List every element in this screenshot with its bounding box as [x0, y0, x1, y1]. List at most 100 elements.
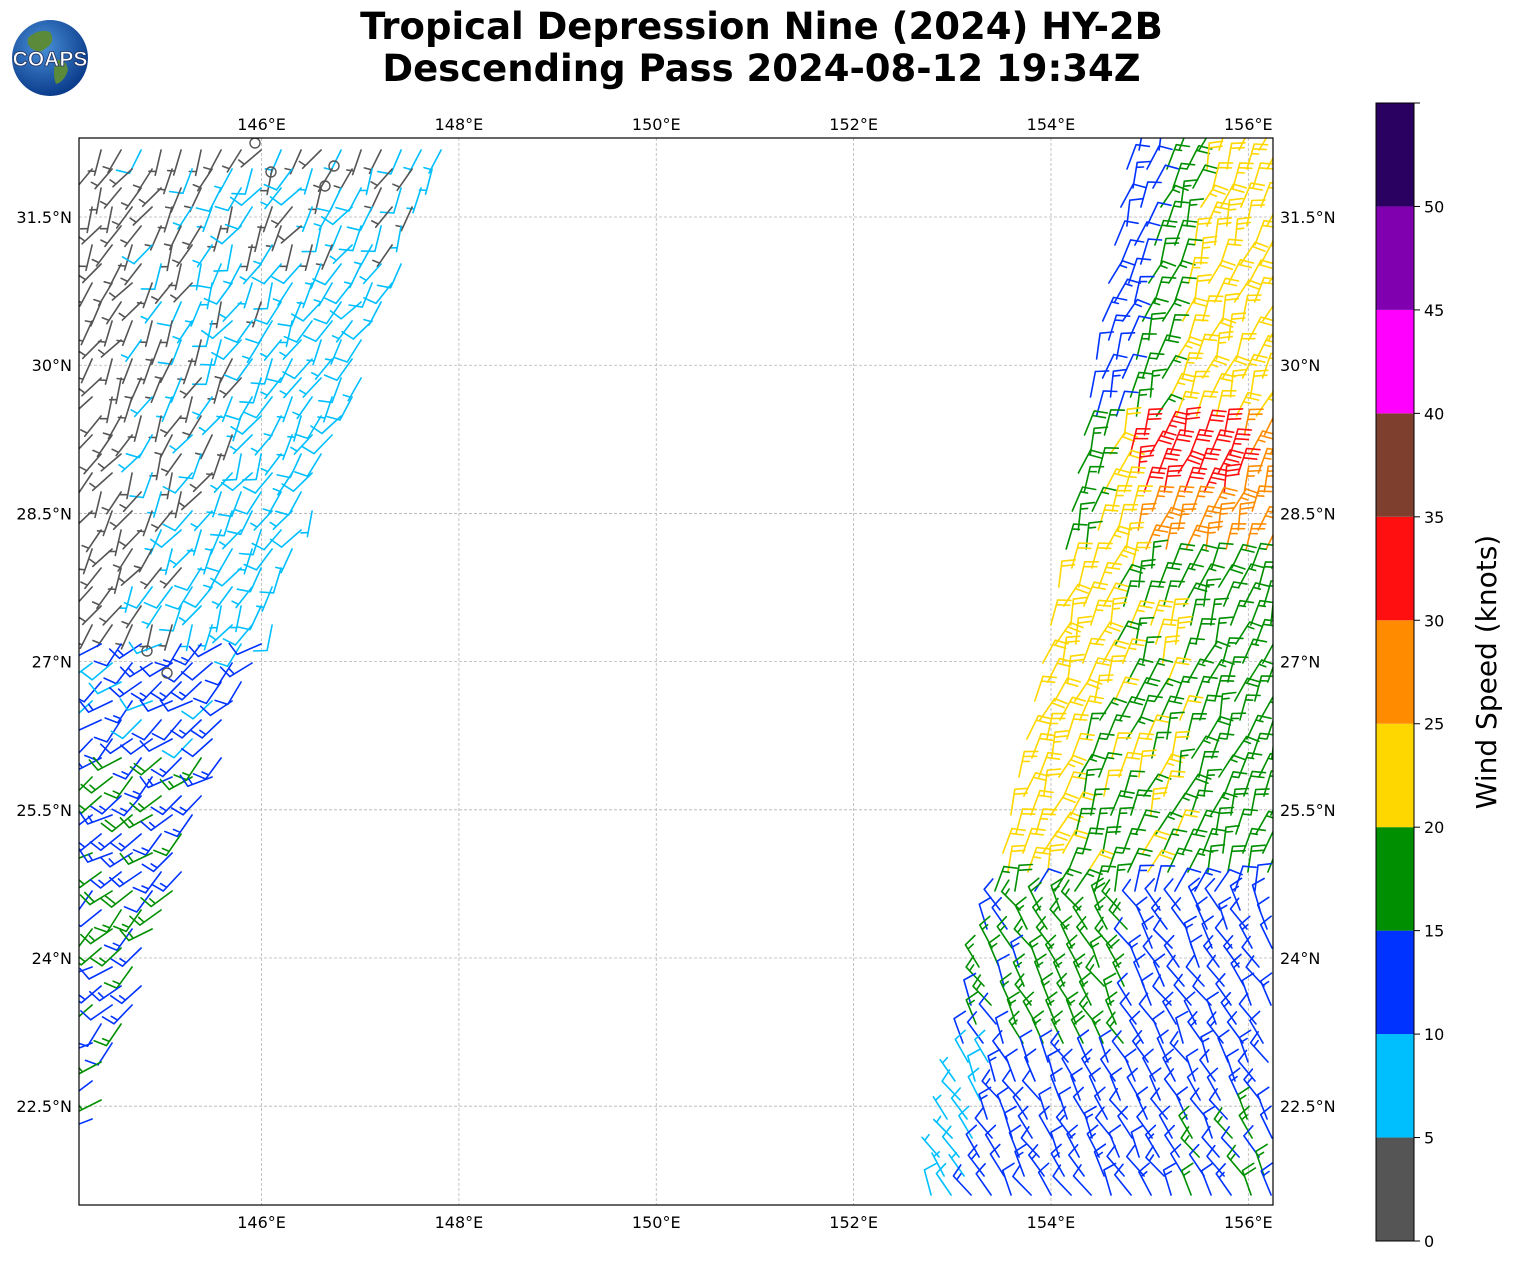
wind-barb	[1160, 237, 1181, 265]
wind-barb	[297, 168, 313, 195]
wind-barb	[1263, 770, 1273, 797]
wind-barb	[1235, 332, 1257, 360]
wind-barb	[1180, 1162, 1194, 1196]
wind-barb	[967, 1048, 981, 1082]
wind-barb	[79, 244, 93, 272]
wind-barb	[193, 681, 222, 705]
wind-barb	[1174, 867, 1202, 892]
wind-barb	[1098, 752, 1123, 778]
lon-tick-label-bottom: 146°E	[237, 1213, 286, 1232]
wind-barb	[1129, 1010, 1144, 1044]
wind-barb	[213, 244, 233, 272]
wind-barb	[954, 1029, 969, 1063]
wind-barb	[333, 168, 353, 193]
wind-barb	[1163, 934, 1180, 968]
wind-barb	[1167, 657, 1192, 683]
wind-barb	[79, 377, 102, 397]
wind-barb	[190, 510, 213, 532]
wind-barb	[1232, 162, 1254, 189]
wind-barb	[269, 510, 293, 530]
wind-barb	[203, 149, 222, 174]
wind-barb	[99, 396, 113, 424]
wind-barb	[182, 586, 213, 608]
wind-barb	[1275, 679, 1302, 701]
wind-barb	[923, 1162, 937, 1196]
wind-barb	[132, 871, 162, 894]
wind-barb	[311, 358, 333, 380]
wind-barb	[377, 149, 402, 175]
wind-barb	[1082, 637, 1106, 664]
wind-barb	[209, 624, 233, 644]
wind-barb	[1154, 865, 1176, 892]
wind-barb	[1194, 217, 1213, 246]
wind-barb	[140, 890, 173, 908]
wind-barb	[353, 244, 373, 269]
wind-barb	[1189, 428, 1214, 455]
wind-barb	[101, 301, 122, 325]
wind-barb	[1188, 256, 1210, 284]
wind-barb	[1146, 145, 1173, 170]
wind-barb	[1095, 331, 1115, 360]
wind-barb	[1177, 503, 1198, 531]
wind-barb	[1238, 915, 1253, 949]
wind-barb	[99, 187, 122, 209]
wind-barb	[1103, 972, 1117, 1006]
wind-barb	[79, 282, 93, 307]
wind-barb	[118, 301, 142, 321]
wind-barb	[218, 529, 242, 550]
wind-barb	[1166, 143, 1191, 170]
wind-barb	[1149, 430, 1177, 455]
wind-barb	[210, 472, 233, 493]
wind-barb	[164, 814, 193, 838]
wind-barb	[173, 567, 202, 591]
wind-barb	[1070, 596, 1088, 626]
wind-barb	[1148, 260, 1177, 284]
wind-barb	[79, 909, 102, 928]
wind-barb	[1242, 827, 1267, 854]
lon-tick-label-bottom: 150°E	[632, 1213, 681, 1232]
wind-barb	[1087, 849, 1116, 873]
wind-barb	[376, 263, 402, 289]
gridlines	[79, 138, 1273, 1205]
wind-barb	[1158, 753, 1186, 778]
wind-barb	[141, 852, 173, 873]
wind-barb	[329, 244, 353, 264]
wind-barb	[93, 1023, 122, 1047]
wind-barb	[79, 985, 102, 1004]
wind-barb	[939, 1056, 956, 1082]
lon-tick-label-bottom: 152°E	[829, 1213, 878, 1232]
wind-barb	[1201, 355, 1230, 379]
wind-barb	[1200, 1029, 1214, 1063]
wind-barb	[119, 472, 133, 500]
wind-barb	[1031, 732, 1056, 759]
wind-barb	[1237, 447, 1261, 474]
wind-barb	[151, 510, 173, 532]
wind-barb	[1206, 991, 1219, 1025]
wind-barb	[301, 225, 322, 253]
wind-barb	[1203, 409, 1227, 436]
wind-barb	[1150, 786, 1168, 816]
wind-barb	[259, 168, 273, 196]
wind-barb	[172, 643, 202, 666]
wind-barb	[1155, 811, 1184, 835]
wind-barb	[1206, 201, 1232, 227]
wind-barb	[1071, 542, 1093, 569]
wind-barb	[298, 244, 313, 271]
wind-barb	[1076, 1029, 1090, 1063]
wind-barb	[1166, 711, 1185, 740]
wind-barb	[290, 434, 313, 455]
wind-barb	[1152, 1010, 1165, 1044]
wind-barb	[1087, 657, 1112, 683]
wind-barb	[1063, 771, 1088, 797]
colorbar-tick-label: 10	[1424, 1025, 1444, 1044]
wind-barb	[1226, 197, 1244, 227]
wind-barb	[1014, 863, 1034, 892]
wind-barb	[79, 225, 102, 245]
wind-barb	[88, 756, 122, 771]
wind-barb	[1255, 393, 1273, 417]
wind-barb	[93, 909, 122, 933]
wind-barb	[972, 974, 992, 1006]
wind-barb	[1241, 353, 1268, 379]
wind-barb	[1131, 485, 1153, 512]
wind-barb	[271, 206, 293, 228]
